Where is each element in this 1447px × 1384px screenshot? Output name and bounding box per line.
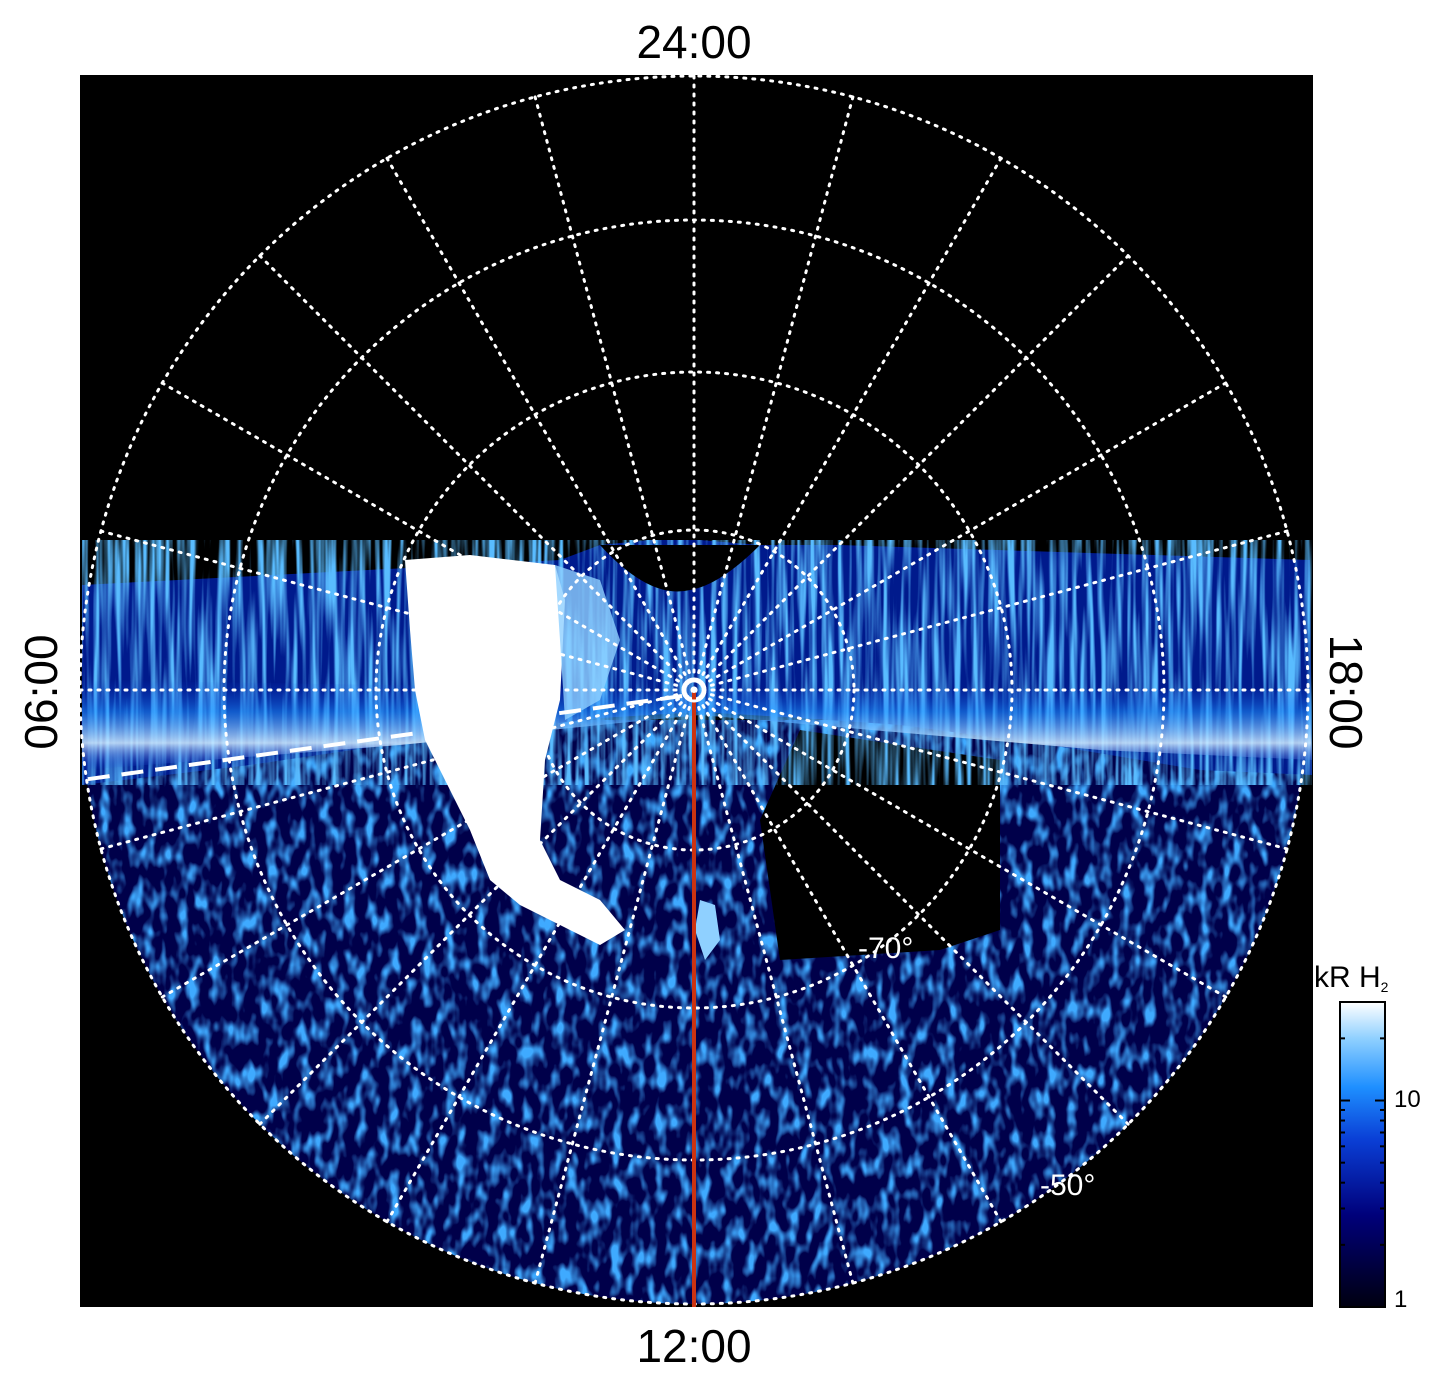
meridian-line [692,688,855,1285]
meridian-line [692,688,1289,851]
polar-notch [600,545,760,592]
meridian-line [692,688,1130,1126]
latitude-label-50: -50° [1040,1169,1095,1202]
meridian-line [99,688,696,851]
colorbar-title-sub: 2 [1381,979,1389,995]
meridian-line [692,529,1289,692]
meridian-line [692,254,1130,692]
local-time-top: 24:00 [636,16,751,68]
local-time-right: 18:00 [1320,634,1372,749]
meridian-line [533,95,696,692]
meridian-line [160,381,696,692]
meridian-line [692,156,1003,692]
colorbar-tick-label-10: 10 [1394,1086,1421,1113]
meridian-line [258,688,696,1126]
colorbar-title: kR H2 [1314,961,1389,995]
pole-marker-ring [681,677,707,703]
pole-marker-dot [691,687,697,693]
colorbar-tick-label-1: 1 [1394,1286,1407,1313]
saturated-region [405,555,625,945]
meridian-line [258,254,696,692]
meridian-line [692,381,1228,692]
meridian-line [692,95,855,692]
meridian-line [385,688,696,1224]
colorbar-ticks [1340,1001,1385,1308]
meridian-line [160,688,696,999]
meridian-line [692,688,1003,1224]
colorbar: kR H2 1 10 [1314,961,1421,1313]
meridian-line [533,688,696,1285]
latitude-label-70: -70° [858,932,913,965]
meridian-grid [80,75,1310,1306]
meridian-line [692,688,1228,999]
meridian-line [99,529,696,692]
dark-sector [760,730,1000,960]
local-time-left: 06:00 [15,634,67,749]
bright-streak [695,900,720,960]
colorbar-title-main: kR H [1314,961,1381,994]
auroral-band-glow [82,680,1312,770]
meridian-line [385,156,696,692]
colorbar-gradient [1339,1001,1386,1308]
saturated-fringe [555,565,620,720]
local-time-bottom: 12:00 [636,1320,751,1372]
